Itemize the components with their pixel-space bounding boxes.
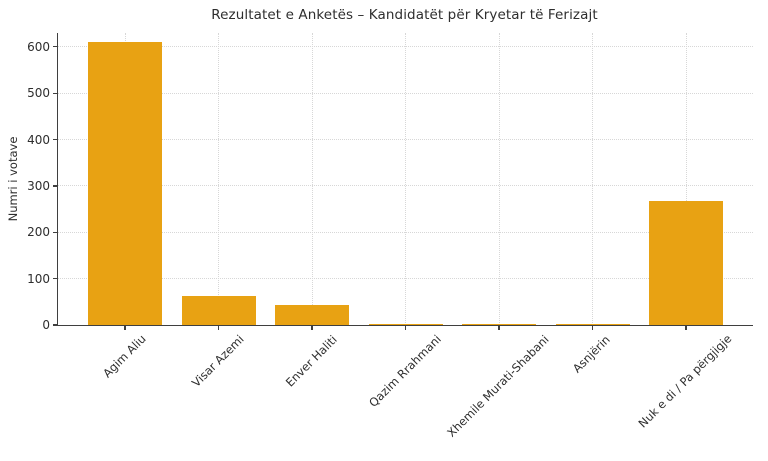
x-tick-label: Nuk e di / Pa përgjigje <box>635 332 735 431</box>
bar-nuk-e-di-pa-p-rgjigje <box>649 200 723 325</box>
x-tick-label: Asnjërin <box>569 332 613 376</box>
chart-title: Rezultatet e Anketës – Kandidatët për Kr… <box>211 7 598 23</box>
x-gridline <box>405 33 406 325</box>
x-gridline <box>311 33 313 325</box>
x-tick-mark <box>685 326 687 331</box>
y-tick-mark <box>52 278 57 280</box>
y-tick-label: 600 <box>27 39 50 54</box>
x-gridline <box>592 33 593 325</box>
bar-agim-aliu <box>88 42 162 325</box>
x-tick-mark <box>311 326 313 331</box>
x-tick-mark <box>498 326 500 331</box>
bar-asnj-rin <box>555 324 630 325</box>
x-tick-label: Agim Aliu <box>99 332 149 381</box>
y-tick-label: 0 <box>42 318 50 332</box>
x-tick-label: Xhemile Murati-Shabani <box>444 332 552 440</box>
y-tick-label: 200 <box>27 225 50 240</box>
bar-xhemile-murati-shabani <box>462 323 536 325</box>
bar-visar-azemi <box>181 296 256 325</box>
x-tick-mark <box>124 326 126 331</box>
y-tick-mark <box>52 46 57 48</box>
x-tick-label: Enver Haliti <box>282 332 340 390</box>
x-tick-label: Visar Azemi <box>188 332 247 390</box>
y-tick-mark <box>52 92 57 94</box>
y-tick-label: 500 <box>27 86 50 101</box>
y-tick-label: 300 <box>27 178 50 193</box>
bar-enver-haliti <box>275 305 349 325</box>
y-tick-mark <box>52 139 57 141</box>
x-gridline <box>685 33 687 325</box>
y-tick-label: 400 <box>27 132 50 147</box>
plot-area <box>52 33 753 331</box>
x-tick-label: Qazim Rrahmani <box>365 331 444 410</box>
y-tick-mark <box>52 324 57 326</box>
x-tick-mark <box>591 326 594 331</box>
y-tick-mark <box>52 185 57 187</box>
x-tick-mark <box>404 326 407 331</box>
y-tick-label: 100 <box>27 271 50 286</box>
bar-qazim-rrahmani <box>368 323 443 325</box>
x-gridline <box>498 33 500 325</box>
y-tick-mark <box>52 231 57 233</box>
x-tick-mark <box>217 326 220 331</box>
x-gridline <box>218 33 219 325</box>
